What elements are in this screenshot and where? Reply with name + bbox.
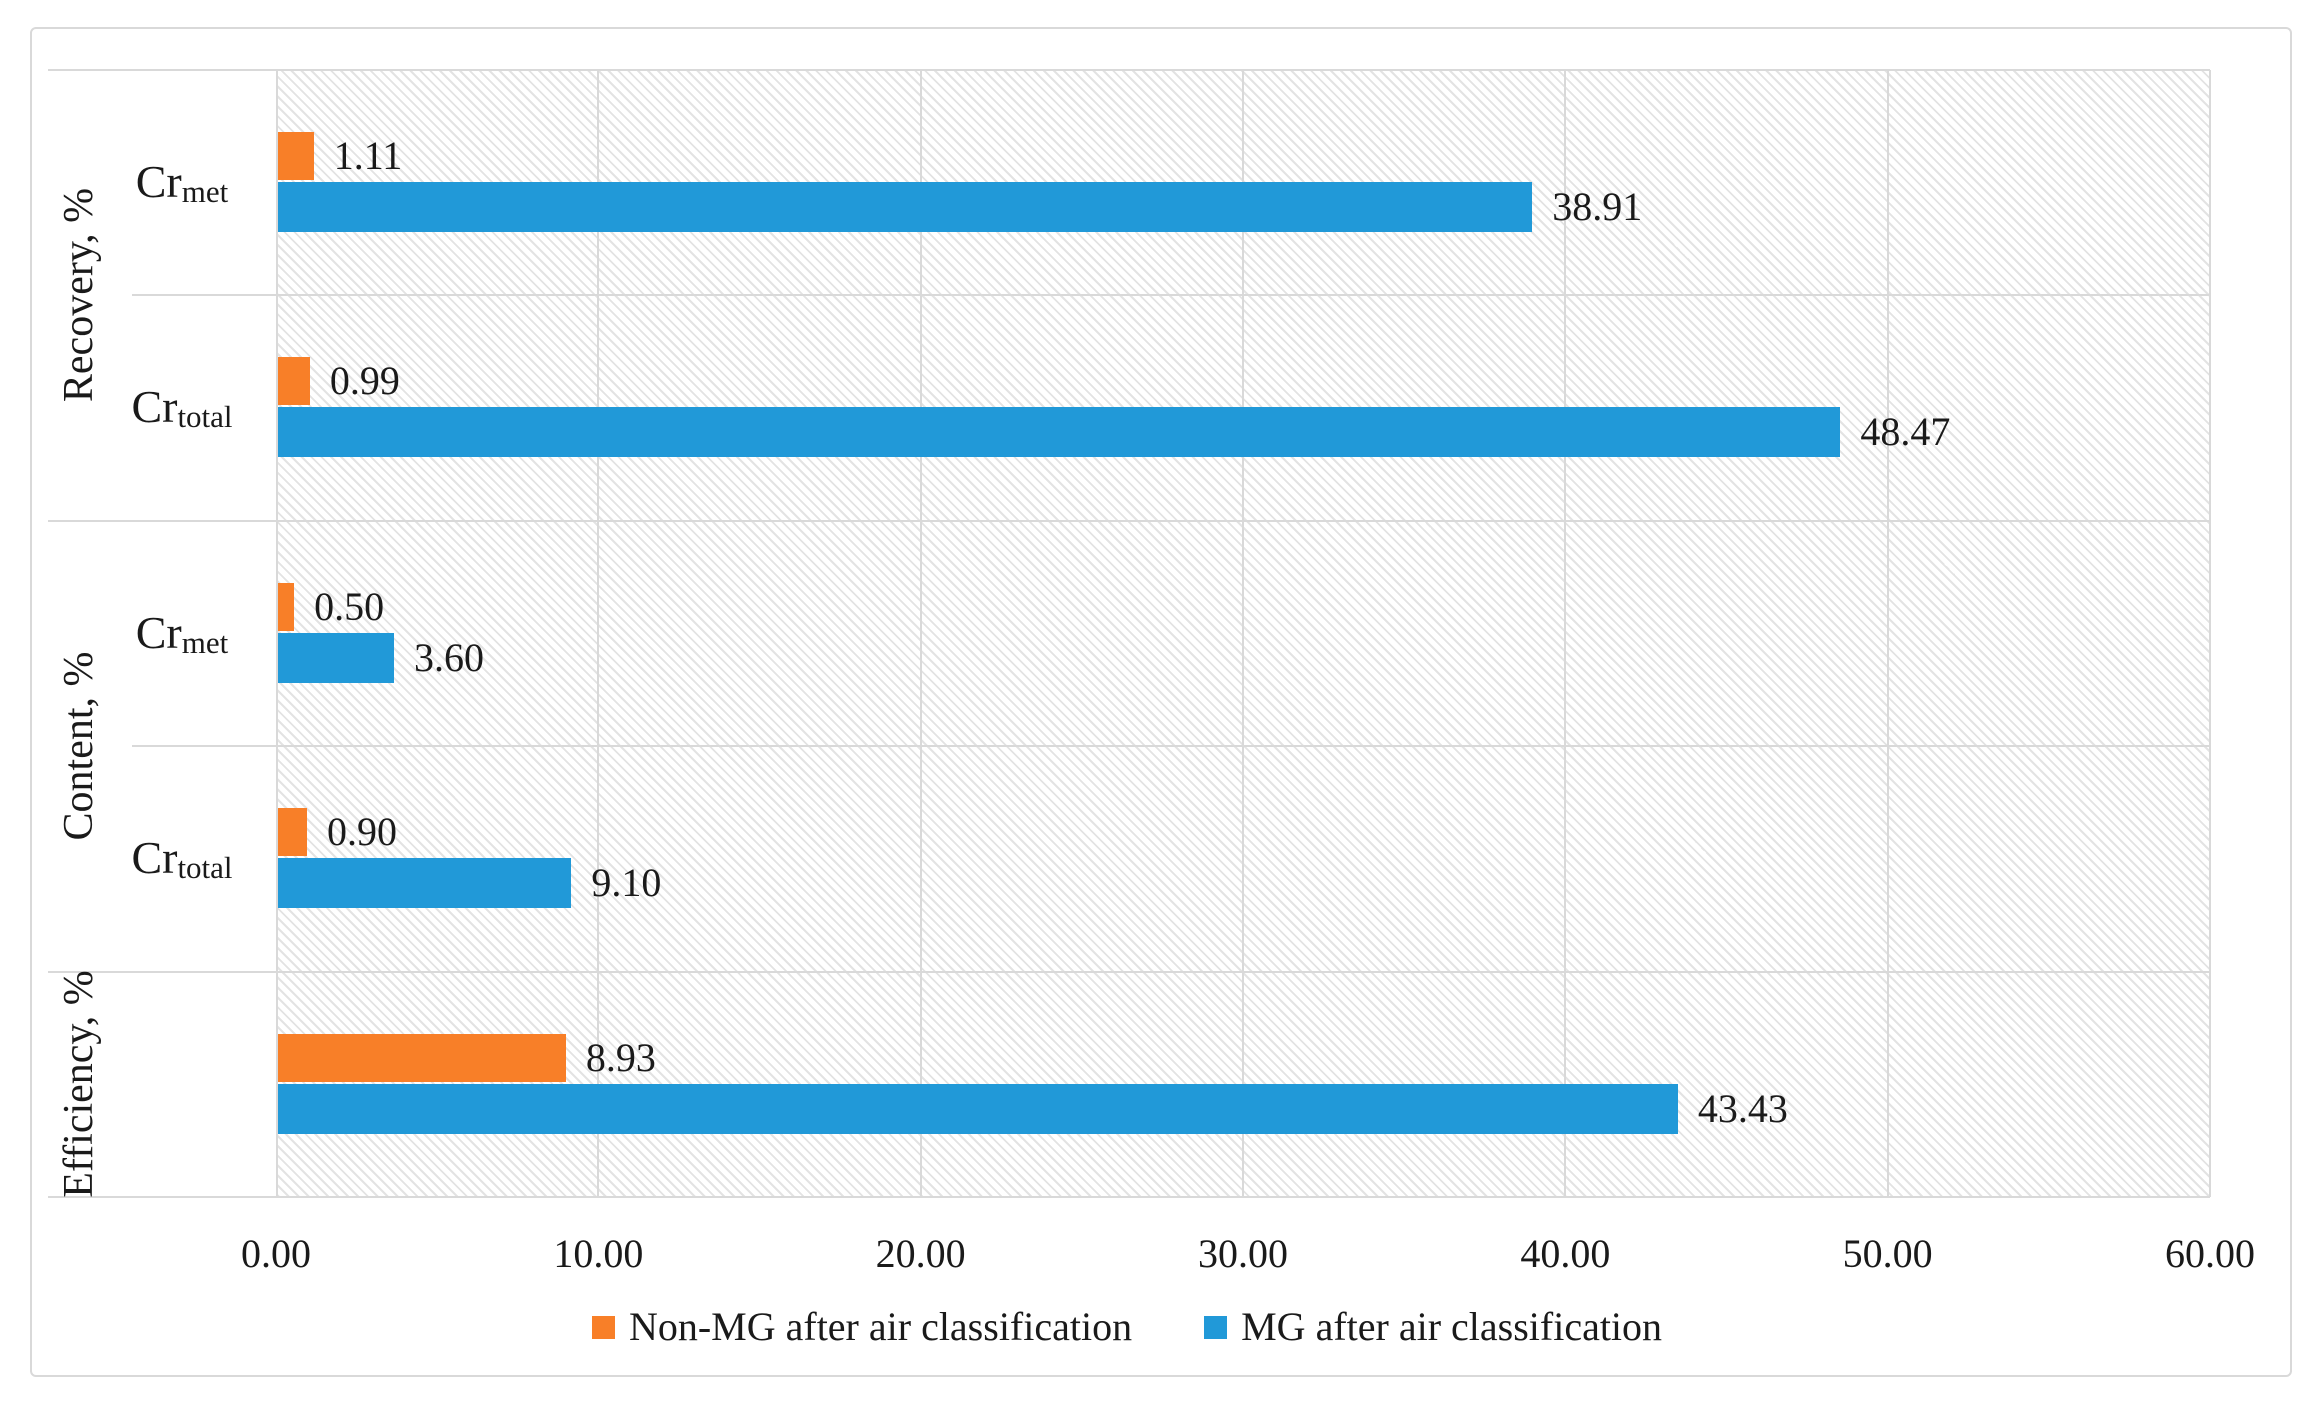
vertical-gridline — [1242, 70, 1244, 1197]
category-divider-line — [132, 745, 2210, 748]
bar-mg — [278, 1083, 1678, 1134]
chart-outer-border — [30, 27, 2292, 1377]
x-axis-tick-label: 0.00 — [241, 1231, 311, 1276]
vertical-gridline — [597, 70, 600, 1197]
category-divider-line — [132, 294, 2210, 297]
bar-non-mg — [278, 808, 307, 857]
bar-mg — [278, 858, 571, 909]
category-label: Crtotal — [131, 831, 233, 885]
bar-value-label: 0.99 — [329, 358, 400, 404]
legend-item: Non-MG after air classification — [591, 1304, 1133, 1349]
x-axis-tick-label: 20.00 — [875, 1231, 966, 1276]
category-subscript-text: met — [181, 624, 229, 660]
x-axis-tick-label: 60.00 — [2165, 1231, 2255, 1276]
category-base-text: Cr — [135, 155, 182, 207]
bar-mg — [278, 407, 1840, 458]
vertical-gridline — [1886, 70, 1889, 1197]
group-divider-line — [48, 970, 2210, 973]
bar-value-label: 48.47 — [1860, 409, 1951, 455]
bar-value-label: 1.11 — [333, 133, 403, 178]
category-label: Crtotal — [131, 381, 233, 435]
bar-value-label: 9.10 — [591, 860, 662, 906]
vertical-gridline — [919, 70, 922, 1197]
axis-group-label: Efficiency, % — [56, 970, 102, 1198]
category-base-text: Cr — [135, 606, 182, 658]
axis-group-label: Recovery, % — [56, 188, 102, 403]
axis-group-label: Content, % — [56, 651, 102, 841]
vertical-gridline — [2209, 70, 2211, 1197]
legend-label: Non-MG after air classification — [628, 1304, 1133, 1349]
bar-non-mg — [278, 132, 314, 180]
x-axis-tick-label: 50.00 — [1842, 1231, 1933, 1276]
legend-label: MG after air classification — [1241, 1304, 1663, 1349]
bar-non-mg — [278, 582, 294, 631]
category-subscript-text: met — [181, 173, 229, 209]
bar-value-label: 43.43 — [1697, 1085, 1788, 1131]
legend-swatch — [1204, 1315, 1228, 1339]
category-subscript-text: total — [177, 849, 233, 885]
bar-non-mg — [278, 357, 310, 406]
category-label: Crmet — [135, 155, 229, 209]
vertical-gridline — [1564, 70, 1567, 1197]
x-axis-tick-label: 30.00 — [1198, 1231, 1288, 1276]
group-divider-line — [48, 519, 2210, 522]
category-base-text: Cr — [131, 831, 178, 883]
x-axis-tick-label: 10.00 — [553, 1231, 644, 1276]
bar-mg — [278, 632, 394, 683]
legend-item: MG after air classification — [1204, 1307, 1662, 1347]
x-axis-tick-label: 40.00 — [1520, 1231, 1611, 1276]
category-base-text: Cr — [131, 381, 178, 433]
bar-non-mg — [278, 1033, 566, 1082]
bar-value-label: 3.60 — [414, 634, 485, 680]
bar-value-label: 0.50 — [314, 583, 385, 629]
legend-swatch — [591, 1315, 615, 1339]
group-divider-line — [48, 1196, 2210, 1198]
bar-value-label: 0.90 — [327, 809, 397, 855]
group-divider-line — [48, 69, 2210, 71]
category-subscript-text: total — [177, 399, 233, 435]
category-label: Crmet — [135, 606, 229, 660]
bar-value-label: 38.91 — [1552, 184, 1643, 229]
bar-value-label: 8.93 — [585, 1034, 656, 1080]
legend: Non-MG after air classification MG after … — [0, 1302, 2254, 1352]
bar-mg — [278, 182, 1532, 232]
